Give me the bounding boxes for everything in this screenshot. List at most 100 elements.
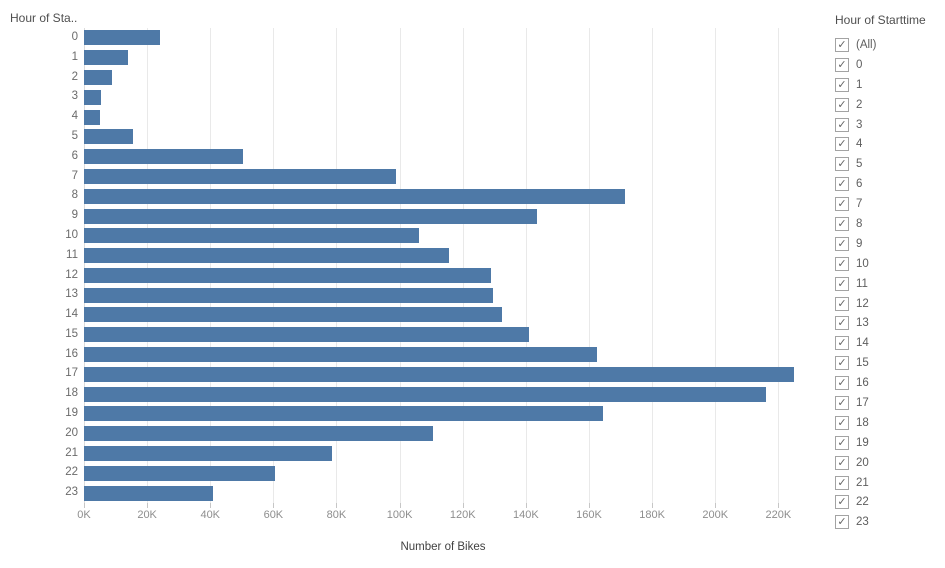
- filter-item-label[interactable]: 8: [856, 217, 863, 230]
- bar-hour-16[interactable]: [84, 347, 597, 363]
- filter-item-14[interactable]: ✓ 14: [835, 333, 943, 353]
- filter-item-0[interactable]: ✓ 0: [835, 55, 943, 75]
- filter-item-label[interactable]: 13: [856, 317, 869, 330]
- filter-item-5[interactable]: ✓ 5: [835, 154, 943, 174]
- filter-item-label[interactable]: 12: [856, 297, 869, 310]
- filter-item-label[interactable]: 4: [856, 138, 863, 151]
- row-header-hour-15[interactable]: 15: [65, 327, 78, 340]
- checkbox-icon[interactable]: ✓: [835, 276, 849, 291]
- bar-hour-5[interactable]: [84, 129, 133, 145]
- filter-item-22[interactable]: ✓ 22: [835, 492, 943, 512]
- filter-item-17[interactable]: ✓ 17: [835, 393, 943, 413]
- bar-hour-13[interactable]: [84, 287, 493, 303]
- row-header-hour-8[interactable]: 8: [71, 189, 78, 202]
- row-header-hour-11[interactable]: 11: [66, 248, 78, 261]
- checkbox-icon[interactable]: ✓: [835, 137, 849, 152]
- checkbox-icon[interactable]: ✓: [835, 515, 849, 530]
- checkbox-icon[interactable]: ✓: [835, 296, 849, 311]
- checkbox-icon[interactable]: ✓: [835, 475, 849, 490]
- row-header-hour-3[interactable]: 3: [71, 90, 78, 103]
- row-header-hour-1[interactable]: 1: [71, 50, 78, 63]
- filter-item-4[interactable]: ✓ 4: [835, 134, 943, 154]
- filter-item-20[interactable]: ✓ 20: [835, 453, 943, 473]
- checkbox-icon[interactable]: ✓: [835, 256, 849, 271]
- checkbox-icon[interactable]: ✓: [835, 57, 849, 72]
- filter-item-7[interactable]: ✓ 7: [835, 194, 943, 214]
- checkbox-icon[interactable]: ✓: [835, 395, 849, 410]
- checkbox-icon[interactable]: ✓: [835, 455, 849, 470]
- filter-item-label[interactable]: 17: [856, 396, 869, 409]
- bar-hour-6[interactable]: [84, 149, 244, 165]
- filter-item-label[interactable]: 21: [856, 476, 869, 489]
- filter-item-label[interactable]: 0: [856, 58, 863, 71]
- checkbox-icon[interactable]: ✓: [835, 316, 849, 331]
- row-header-hour-6[interactable]: 6: [71, 149, 78, 162]
- filter-item-label[interactable]: 16: [856, 377, 869, 390]
- bar-hour-17[interactable]: [84, 366, 795, 382]
- checkbox-icon[interactable]: ✓: [835, 356, 849, 371]
- filter-item-label[interactable]: 20: [856, 456, 869, 469]
- filter-item-label[interactable]: 9: [856, 237, 863, 250]
- row-header-hour-16[interactable]: 16: [65, 347, 78, 360]
- filter-item-label[interactable]: (All): [856, 38, 877, 51]
- bar-hour-7[interactable]: [84, 168, 397, 184]
- bar-hour-1[interactable]: [84, 50, 129, 66]
- row-header-hour-22[interactable]: 22: [65, 466, 78, 479]
- filter-item-label[interactable]: 2: [856, 98, 863, 111]
- checkbox-icon[interactable]: ✓: [835, 77, 849, 92]
- filter-item-13[interactable]: ✓ 13: [835, 313, 943, 333]
- row-header-hour-7[interactable]: 7: [71, 169, 78, 182]
- bar-hour-2[interactable]: [84, 69, 113, 85]
- filter-item-label[interactable]: 6: [856, 178, 863, 191]
- bar-hour-19[interactable]: [84, 406, 604, 422]
- bar-hour-9[interactable]: [84, 208, 537, 224]
- checkbox-icon[interactable]: ✓: [835, 376, 849, 391]
- filter-item-11[interactable]: ✓ 11: [835, 274, 943, 294]
- filter-item-18[interactable]: ✓ 18: [835, 413, 943, 433]
- filter-item-label[interactable]: 5: [856, 158, 863, 171]
- filter-item-19[interactable]: ✓ 19: [835, 433, 943, 453]
- row-header-hour-9[interactable]: 9: [71, 209, 78, 222]
- filter-item-label[interactable]: 22: [856, 496, 869, 509]
- filter-item-label[interactable]: 3: [856, 118, 863, 131]
- checkbox-icon[interactable]: ✓: [835, 117, 849, 132]
- checkbox-icon[interactable]: ✓: [835, 415, 849, 430]
- row-header-hour-4[interactable]: 4: [71, 110, 78, 123]
- filter-item-23[interactable]: ✓ 23: [835, 512, 943, 532]
- filter-item-2[interactable]: ✓ 2: [835, 95, 943, 115]
- row-header-hour-20[interactable]: 20: [65, 426, 78, 439]
- bar-hour-22[interactable]: [84, 465, 275, 481]
- bar-hour-18[interactable]: [84, 386, 766, 402]
- filter-item-15[interactable]: ✓ 15: [835, 353, 943, 373]
- bar-hour-23[interactable]: [84, 485, 214, 501]
- checkbox-icon[interactable]: ✓: [835, 197, 849, 212]
- row-header-hour-21[interactable]: 21: [65, 446, 78, 459]
- checkbox-icon[interactable]: ✓: [835, 435, 849, 450]
- bar-hour-15[interactable]: [84, 327, 529, 343]
- filter-item-label[interactable]: 23: [856, 516, 869, 529]
- row-header-hour-13[interactable]: 13: [65, 288, 78, 301]
- bar-hour-14[interactable]: [84, 307, 503, 323]
- row-header-hour-5[interactable]: 5: [71, 129, 78, 142]
- filter-item-label[interactable]: 10: [856, 257, 869, 270]
- checkbox-icon[interactable]: ✓: [835, 37, 849, 52]
- row-header-hour-14[interactable]: 14: [65, 308, 78, 321]
- checkbox-icon[interactable]: ✓: [835, 177, 849, 192]
- row-header-hour-12[interactable]: 12: [65, 268, 78, 281]
- row-header-hour-10[interactable]: 10: [65, 228, 78, 241]
- row-header-hour-17[interactable]: 17: [65, 367, 78, 380]
- filter-item-8[interactable]: ✓ 8: [835, 214, 943, 234]
- row-header-hour-2[interactable]: 2: [71, 70, 78, 83]
- bar-hour-21[interactable]: [84, 446, 332, 462]
- bar-hour-20[interactable]: [84, 426, 433, 442]
- bar-hour-11[interactable]: [84, 248, 449, 264]
- filter-item-6[interactable]: ✓ 6: [835, 174, 943, 194]
- checkbox-icon[interactable]: ✓: [835, 157, 849, 172]
- filter-item-10[interactable]: ✓ 10: [835, 254, 943, 274]
- filter-item-label[interactable]: 7: [856, 198, 863, 211]
- bar-hour-0[interactable]: [84, 30, 160, 46]
- bar-hour-3[interactable]: [84, 89, 102, 105]
- checkbox-icon[interactable]: ✓: [835, 216, 849, 231]
- checkbox-icon[interactable]: ✓: [835, 495, 849, 510]
- row-header-hour-18[interactable]: 18: [65, 387, 78, 400]
